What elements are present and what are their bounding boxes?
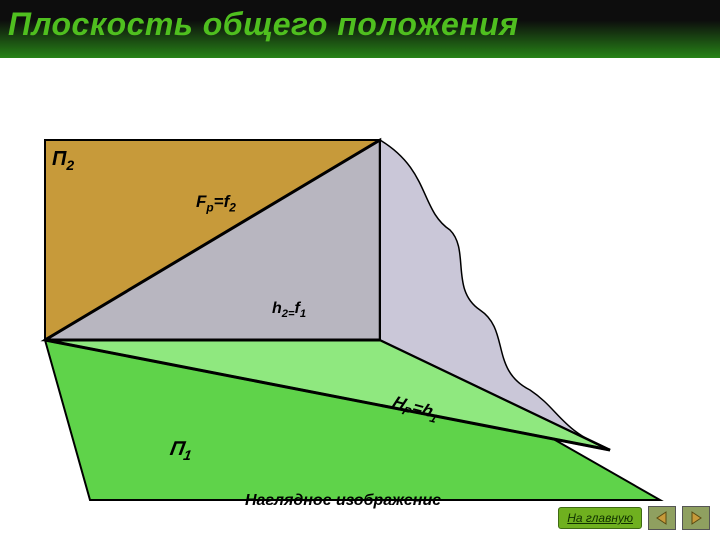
label-p1: П1 [168, 438, 195, 463]
caption: Наглядное изображение [245, 492, 441, 510]
next-button[interactable] [682, 506, 710, 530]
arrow-left-icon [655, 511, 669, 525]
label-h2f1: h2=f1 [272, 300, 306, 320]
label-fp: Fp=f2 [196, 192, 236, 214]
arrow-right-icon [689, 511, 703, 525]
home-button[interactable]: На главную [558, 507, 642, 529]
prev-button[interactable] [648, 506, 676, 530]
nav-bar: На главную [558, 506, 710, 530]
diagram-svg [0, 0, 720, 540]
label-p2: П2 [52, 148, 74, 173]
